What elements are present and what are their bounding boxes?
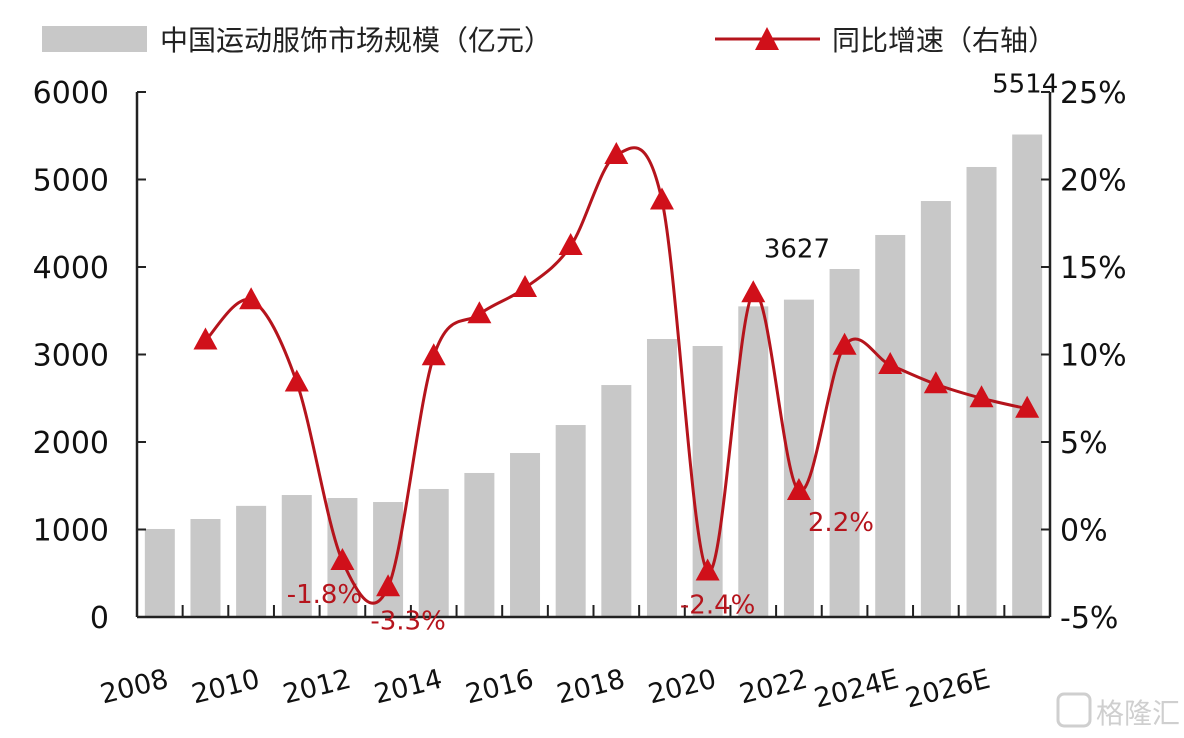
growth-value-label: -2.4%: [680, 591, 755, 621]
watermark-text: 格隆汇: [1096, 697, 1180, 730]
y-left-tick-label: 6000: [33, 76, 109, 111]
growth-value-label: 2.2%: [808, 508, 874, 538]
y-right-tick-label: 0%: [1060, 514, 1108, 549]
bar-value-label: 3627: [764, 235, 830, 265]
growth-marker-2024E: [878, 352, 903, 374]
growth-marker-2027E: [1015, 395, 1040, 418]
bar-2021: [738, 306, 769, 617]
growth-marker-2012: [330, 548, 355, 570]
growth-marker-2017: [558, 233, 583, 255]
bar-2019: [646, 339, 677, 617]
x-tick-label: 2020: [645, 664, 719, 711]
growth-marker-2013: [376, 574, 401, 597]
growth-marker-2014: [421, 343, 446, 366]
legend-line-marker: [755, 27, 779, 50]
legend-line-label: 同比增速（右轴）: [832, 24, 1056, 57]
y-right-tick-label: 5%: [1060, 426, 1108, 461]
bar-2015: [464, 472, 495, 617]
growth-marker-2020: [695, 558, 720, 581]
bar-2023: [829, 269, 860, 617]
watermark: 格隆汇: [1056, 692, 1180, 730]
y-right-tick-label: 20%: [1060, 164, 1127, 199]
growth-value-label: -3.3%: [370, 606, 445, 636]
bar-2025E: [920, 201, 951, 617]
x-tick-label: 2022: [736, 664, 810, 711]
bar-2010: [236, 505, 267, 617]
y-right-tick-label: 15%: [1060, 251, 1127, 286]
bar-2009: [190, 519, 221, 617]
y-right-tick-label: 10%: [1060, 339, 1127, 374]
bar-2014: [418, 488, 449, 617]
legend-bar-swatch: [42, 26, 147, 52]
bar-2027E: [1012, 134, 1043, 617]
x-tick-label: 2008: [97, 664, 171, 711]
growth-marker-2015: [467, 301, 492, 324]
growth-marker-2018: [604, 142, 629, 164]
y-left-tick-label: 3000: [33, 339, 109, 374]
growth-value-label: -1.8%: [287, 580, 362, 610]
bar-2018: [601, 385, 632, 617]
growth-marker-2025E: [923, 371, 948, 394]
x-tick-label: 2010: [189, 664, 263, 711]
growth-marker-2009: [193, 327, 218, 350]
y-right-tick-label: -5%: [1060, 601, 1118, 636]
y-left-tick-label: 2000: [33, 426, 109, 461]
x-tick-label: 2014: [371, 664, 445, 711]
growth-marker-2021: [741, 280, 766, 303]
y-left-tick-label: 1000: [33, 514, 109, 549]
bar-2024E: [875, 234, 906, 617]
growth-marker-2011: [284, 369, 309, 392]
growth-marker-2019: [649, 187, 674, 210]
legend: 中国运动服饰市场规模（亿元） 同比增速（右轴）: [42, 24, 1056, 57]
growth-marker-2023: [832, 332, 857, 355]
legend-bar-label: 中国运动服饰市场规模（亿元）: [160, 24, 552, 57]
x-tick-label: 2026E: [902, 664, 993, 715]
growth-marker-2016: [513, 275, 538, 297]
bar-2013: [373, 502, 404, 617]
y-right-tick-label: 25%: [1060, 76, 1127, 111]
watermark-logo-icon: [1056, 692, 1092, 728]
y-left-tick-label: 0: [90, 601, 109, 636]
y-left-tick-label: 4000: [33, 251, 109, 286]
x-tick-label: 2018: [554, 664, 628, 711]
bar-value-label: 5514: [992, 70, 1058, 100]
x-tick-label: 2024E: [811, 664, 902, 715]
growth-marker-2026E: [969, 385, 994, 408]
bar-2008: [144, 528, 175, 617]
bar-2016: [510, 453, 541, 617]
x-tick-label: 2012: [280, 664, 354, 711]
bar-2011: [281, 495, 312, 617]
bar-2017: [555, 425, 586, 617]
growth-marker-2010: [239, 287, 264, 310]
growth-marker-2022: [786, 478, 811, 500]
x-tick-label: 2016: [463, 664, 537, 711]
y-left-tick-label: 5000: [33, 164, 109, 199]
